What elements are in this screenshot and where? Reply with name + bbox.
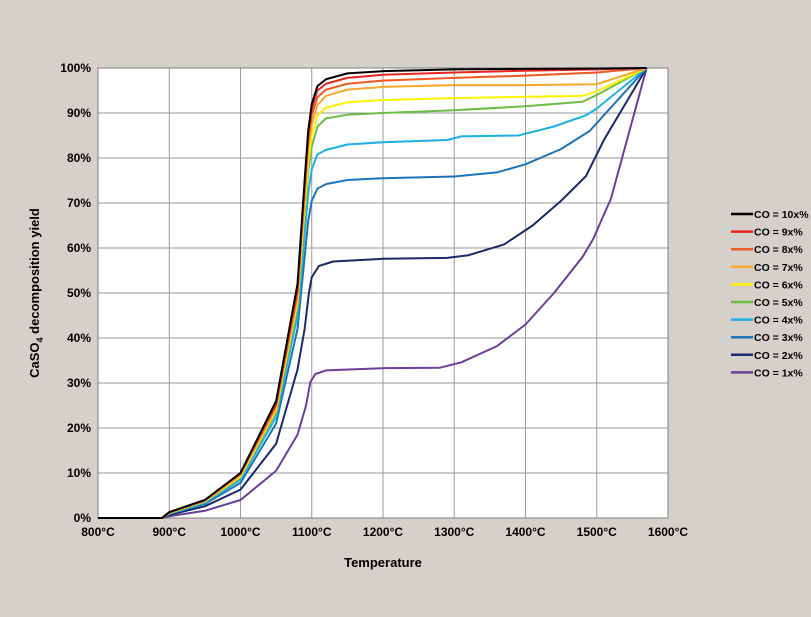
y-axis-label-subscript: 4: [35, 337, 45, 342]
legend-label: CO = 1x%: [754, 367, 803, 379]
y-axis-label-main: CaSO: [27, 342, 42, 377]
series-line: [98, 67, 648, 519]
legend-label: CO = 6x%: [754, 279, 803, 291]
x-tick-label: 1300°C: [434, 525, 474, 539]
x-tick-label: 1400°C: [505, 525, 545, 539]
x-tick-label: 1600°C: [648, 525, 688, 539]
x-tick-label: 900°C: [153, 525, 187, 539]
series-line: [98, 67, 648, 519]
y-tick-label: 10%: [67, 466, 91, 480]
y-tick-label: 80%: [67, 151, 91, 165]
series-line: [98, 67, 648, 519]
legend-label: CO = 9x%: [754, 227, 803, 239]
y-axis-label: CaSO4 decomposition yield: [27, 208, 45, 378]
y-tick-label: 30%: [67, 376, 91, 390]
legend-label: CO = 10x%: [754, 209, 809, 221]
legend-label: CO = 8x%: [754, 244, 803, 256]
y-tick-label: 60%: [67, 241, 91, 255]
y-axis-tick-labels: 0% 10% 20% 30% 40% 50% 60% 70% 80% 90% 100%: [60, 61, 91, 525]
x-tick-label: 1100°C: [292, 525, 332, 539]
legend: CO = 10x% CO = 9x% CO = 8x% CO = 7x% CO = 6x…: [731, 209, 809, 379]
x-axis-tick-labels: 800°C 900°C 1000°C 1100°C 1200°C 1300°C 1400°C…: [81, 525, 688, 539]
y-tick-label: 50%: [67, 286, 91, 300]
series-line: [98, 67, 647, 519]
y-axis-label-suffix: decomposition yield: [27, 208, 42, 337]
y-tick-label: 90%: [67, 106, 91, 120]
y-tick-label: 100%: [60, 61, 91, 75]
x-tick-label: 800°C: [81, 525, 115, 539]
x-tick-label: 1000°C: [220, 525, 260, 539]
legend-label: CO = 2x%: [754, 350, 803, 362]
legend-label: CO = 4x%: [754, 315, 803, 327]
series-lines: [98, 67, 648, 519]
x-tick-label: 1500°C: [577, 525, 617, 539]
x-tick-label: 1200°C: [363, 525, 403, 539]
legend-label: CO = 3x%: [754, 332, 803, 344]
legend-label: CO = 7x%: [754, 262, 803, 274]
plot-area: [97, 67, 669, 519]
y-tick-label: 20%: [67, 421, 91, 435]
x-axis-label: Temperature: [344, 555, 422, 570]
y-tick-label: 40%: [67, 331, 91, 345]
y-tick-label: 0%: [74, 511, 92, 525]
series-line: [98, 67, 648, 519]
y-tick-label: 70%: [67, 196, 91, 210]
legend-label: CO = 5x%: [754, 297, 803, 309]
